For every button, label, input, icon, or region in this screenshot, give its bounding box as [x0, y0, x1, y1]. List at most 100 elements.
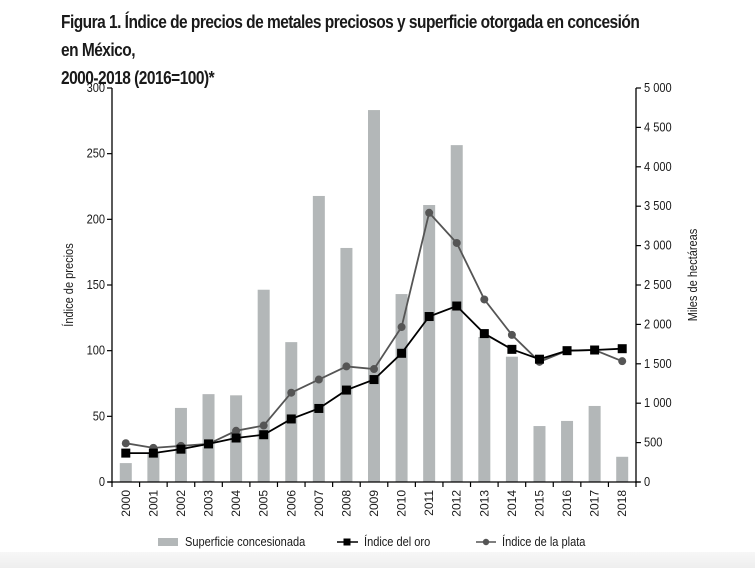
bar-2009 [368, 110, 380, 483]
left-tick-label: 200 [87, 211, 106, 226]
x-tick-label: 2017 [588, 490, 602, 517]
bar-2005 [257, 289, 270, 482]
gold-point-2002 [176, 444, 186, 454]
silver-point-2013 [480, 295, 489, 304]
bar-2012 [450, 145, 463, 482]
x-tick-label: 2000 [119, 490, 133, 517]
x-tick-label: 2003 [202, 490, 216, 517]
gold-point-2007 [314, 403, 324, 413]
right-tick-label: 5 000 [644, 80, 672, 95]
right-tick-label: 4 500 [644, 120, 672, 135]
figure-title: Figura 1. Índice de precios de metales p… [61, 8, 646, 92]
gold-point-2009 [369, 375, 379, 385]
gold-point-2016 [562, 346, 572, 356]
right-tick-label: 1 500 [644, 356, 672, 371]
left-tick-label: 0 [99, 474, 105, 489]
bar-2007 [312, 195, 325, 482]
silver-point-2018 [618, 357, 627, 366]
left-tick-label: 300 [87, 80, 106, 95]
left-axis-ticks: 0 50 100 150 200 250 300 [87, 80, 112, 489]
x-tick-label: 2004 [229, 490, 243, 517]
line-series [121, 208, 627, 458]
bar-2018 [616, 456, 629, 482]
x-tick-label: 2011 [422, 490, 436, 516]
x-tick-label: 2005 [257, 490, 271, 517]
bar-2014 [505, 356, 518, 482]
bar-2013 [478, 337, 491, 482]
bar-2015 [533, 426, 546, 482]
silver-point-2009 [370, 365, 378, 374]
right-tick-label: 4 000 [644, 159, 672, 174]
right-tick-label: 2 000 [644, 317, 672, 332]
x-tick-label: 2009 [367, 490, 381, 517]
silver-point-2004 [232, 426, 241, 435]
x-tick-label: 2014 [505, 490, 519, 517]
legend: Superficie concesionada Índice del oro Í… [158, 533, 586, 549]
bar-2017 [588, 405, 601, 482]
x-tick-label: 2012 [450, 490, 464, 517]
left-tick-label: 150 [87, 277, 106, 292]
figure-title-line2: 2000-2018 (2016=100)* [61, 68, 215, 88]
gold-point-2000 [121, 448, 131, 458]
gold-point-2008 [341, 385, 351, 395]
silver-point-2010 [397, 323, 406, 332]
x-tick-label: 2007 [312, 490, 326, 517]
gold-point-2017 [590, 345, 600, 355]
left-tick-label: 100 [87, 343, 106, 358]
gold-point-2011 [424, 312, 434, 322]
gold-point-2001 [148, 448, 158, 458]
bar-series-superficie [119, 110, 629, 483]
x-tick-label: 2002 [174, 490, 188, 517]
right-tick-label: 500 [644, 435, 663, 450]
silver-point-2011 [425, 208, 434, 217]
gold-point-2003 [204, 439, 214, 449]
silver-point-2006 [287, 388, 296, 397]
left-tick-label: 250 [87, 146, 106, 161]
gold-point-2015 [534, 354, 544, 364]
right-axis-label: Miles de hectáreas [685, 229, 700, 322]
x-tick-label: 2008 [339, 490, 353, 517]
combo-chart: 0 50 100 150 200 250 300 0 500 1 000 1 500 2 000 2 … [60, 80, 700, 549]
legend-label-oro: Índice del oro [364, 533, 431, 549]
x-tick-label: 2018 [615, 490, 629, 517]
footnote-strip [0, 552, 755, 568]
legend-swatch-gold-marker [343, 538, 351, 546]
gold-point-2014 [507, 344, 517, 354]
bar-2003 [202, 394, 215, 482]
legend-item-plata: Índice de la plata [476, 533, 586, 549]
gold-point-2012 [452, 301, 462, 311]
gold-point-2018 [617, 344, 627, 354]
x-tick-label: 2010 [395, 490, 409, 517]
left-tick-label: 50 [93, 408, 106, 423]
silver-point-2012 [452, 238, 461, 247]
right-tick-label: 2 500 [644, 277, 672, 292]
legend-label-superficie: Superficie concesionada [185, 534, 306, 549]
legend-label-plata: Índice de la plata [502, 533, 586, 549]
bar-2000 [119, 463, 132, 482]
legend-swatch-silver-marker [482, 538, 490, 546]
gold-point-2004 [231, 433, 241, 443]
x-tick-label: 2015 [532, 490, 546, 517]
silver-point-2000 [121, 439, 130, 448]
x-tick-label: 2016 [560, 490, 574, 517]
silver-point-2005 [259, 421, 268, 430]
legend-swatch-bar [158, 538, 178, 546]
gold-point-2013 [479, 329, 489, 339]
right-tick-label: 1 000 [644, 395, 672, 410]
figure-title-line1: Figura 1. Índice de precios de metales p… [61, 12, 640, 60]
right-tick-label: 3 000 [644, 238, 672, 253]
legend-item-oro: Índice del oro [337, 533, 431, 549]
gold-point-2005 [259, 430, 269, 440]
silver-point-2007 [314, 375, 323, 384]
bar-2001 [147, 452, 160, 482]
bar-2010 [395, 294, 408, 482]
legend-item-superficie: Superficie concesionada [158, 534, 306, 549]
x-tick-label: 2001 [146, 490, 160, 517]
x-tick-label: 2006 [284, 490, 298, 517]
x-axis-ticks: 2000 2001 2002 2003 2004 2005 2006 2007 2008 2009… [111, 482, 637, 517]
bar-2006 [285, 342, 298, 482]
right-axis-ticks: 0 500 1 000 1 500 2 000 2 500 3 000 3 500 4 000 4… [636, 80, 672, 489]
right-tick-label: 3 500 [644, 198, 672, 213]
x-tick-label: 2013 [477, 490, 491, 517]
left-axis-label: Índice de precios [60, 243, 76, 326]
